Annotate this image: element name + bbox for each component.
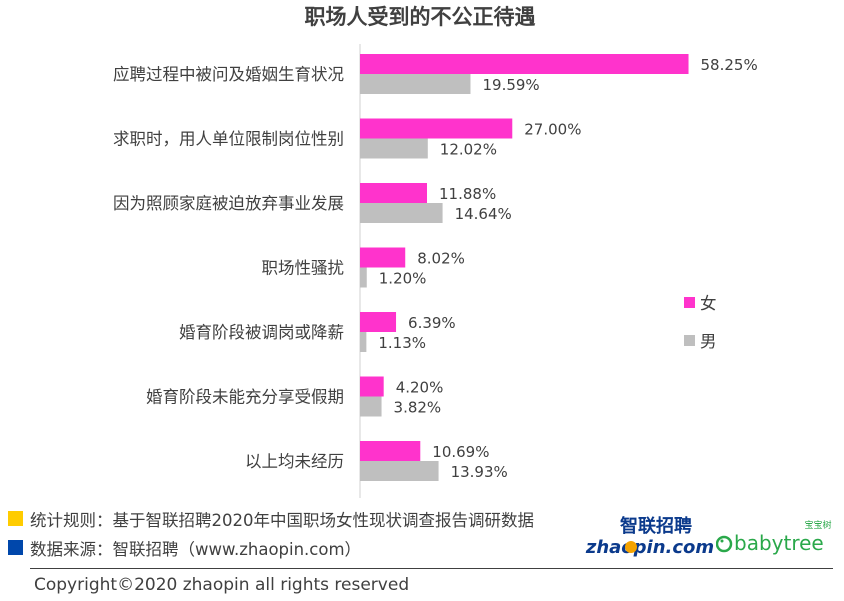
category-label: 以上均未经历 [245, 452, 344, 471]
value-label-male: 14.64% [455, 205, 512, 223]
bar-female [360, 54, 689, 74]
category-label: 应聘过程中被问及婚姻生育状况 [113, 65, 344, 84]
bar-female [360, 376, 384, 397]
svg-text:zhaopin.com: zhaopin.com [585, 537, 714, 558]
svg-text:宝宝树: 宝宝树 [804, 519, 831, 531]
legend: 女 男 [684, 294, 717, 351]
legend-swatch-male [684, 335, 695, 346]
value-label-male: 3.82% [394, 399, 442, 417]
category-label: 职场性骚扰 [262, 259, 345, 278]
value-label-female: 6.39% [408, 314, 456, 332]
copyright: Copyright©2020 zhaopin all rights reserv… [34, 575, 410, 595]
babytree-logo: 宝宝树 babytree [716, 519, 832, 555]
value-label-female: 58.25% [701, 56, 758, 74]
bar-male [360, 267, 367, 288]
svg-text:babytree: babytree [734, 531, 824, 555]
bar-female [360, 312, 397, 332]
bar-male [360, 203, 443, 223]
bar-female [360, 183, 428, 203]
svg-text:智联招聘: 智联招聘 [620, 515, 692, 537]
bar-female [360, 247, 406, 268]
value-labels: 58.25% 19.59% 27.00% 12.02% 11.88% 14.64% 8.02… [378, 56, 757, 481]
value-label-male: 19.59% [482, 76, 539, 94]
category-label: 婚育阶段被调岗或降薪 [179, 323, 344, 342]
value-label-female: 10.69% [432, 443, 489, 461]
rule-marker [8, 511, 23, 526]
bar-female [360, 441, 421, 461]
bar-male [360, 461, 439, 481]
bar-female [360, 118, 513, 139]
bars [360, 54, 689, 481]
legend-swatch-female [684, 297, 695, 308]
legend-label-female: 女 [700, 294, 717, 313]
value-label-female: 8.02% [417, 250, 465, 268]
zhaopin-logo: 智联招聘 zhaopin.com [585, 515, 714, 558]
value-label-female: 11.88% [439, 185, 496, 203]
rule-text: 统计规则：基于智联招聘2020年中国职场女性现状调查报告调研数据 [30, 511, 534, 530]
bar-male [360, 138, 428, 159]
bar-male [360, 332, 367, 352]
category-label: 因为照顾家庭被迫放弃事业发展 [113, 194, 344, 213]
value-label-male: 1.13% [378, 334, 426, 352]
source-text: 数据来源：智联招聘（www.zhaopin.com） [30, 540, 362, 559]
category-labels: 应聘过程中被问及婚姻生育状况求职时，用人单位限制岗位性别因为照顾家庭被迫放弃事业… [113, 65, 344, 471]
source-marker [8, 540, 23, 555]
value-label-male: 13.93% [451, 463, 508, 481]
value-label-female: 27.00% [524, 121, 581, 139]
chart-title: 职场人受到的不公正待遇 [305, 5, 536, 29]
footer-divider [30, 568, 833, 569]
value-label-male: 12.02% [440, 141, 497, 159]
legend-label-male: 男 [700, 332, 717, 351]
value-label-male: 1.20% [379, 270, 427, 288]
category-label: 求职时，用人单位限制岗位性别 [113, 130, 344, 149]
category-label: 婚育阶段未能充分享受假期 [146, 388, 344, 407]
bar-male [360, 396, 382, 417]
value-label-female: 4.20% [396, 379, 444, 397]
bar-male [360, 74, 471, 94]
